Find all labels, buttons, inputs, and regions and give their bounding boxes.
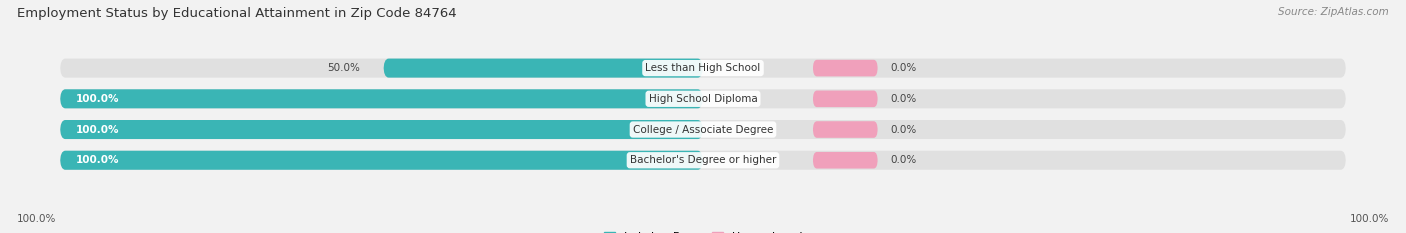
- Text: 100.0%: 100.0%: [76, 124, 120, 134]
- FancyBboxPatch shape: [813, 91, 877, 107]
- Text: 0.0%: 0.0%: [890, 94, 917, 104]
- FancyBboxPatch shape: [813, 121, 877, 138]
- FancyBboxPatch shape: [813, 60, 877, 76]
- Text: 100.0%: 100.0%: [1350, 214, 1389, 224]
- Text: Employment Status by Educational Attainment in Zip Code 84764: Employment Status by Educational Attainm…: [17, 7, 457, 20]
- FancyBboxPatch shape: [60, 120, 1346, 139]
- Text: 100.0%: 100.0%: [76, 94, 120, 104]
- Text: Less than High School: Less than High School: [645, 63, 761, 73]
- Text: Bachelor's Degree or higher: Bachelor's Degree or higher: [630, 155, 776, 165]
- FancyBboxPatch shape: [60, 58, 1346, 78]
- Text: College / Associate Degree: College / Associate Degree: [633, 124, 773, 134]
- FancyBboxPatch shape: [60, 151, 1346, 170]
- Text: Source: ZipAtlas.com: Source: ZipAtlas.com: [1278, 7, 1389, 17]
- Text: High School Diploma: High School Diploma: [648, 94, 758, 104]
- Text: 50.0%: 50.0%: [328, 63, 360, 73]
- FancyBboxPatch shape: [60, 89, 703, 108]
- Text: 100.0%: 100.0%: [17, 214, 56, 224]
- FancyBboxPatch shape: [384, 58, 703, 78]
- FancyBboxPatch shape: [60, 89, 1346, 108]
- Text: 0.0%: 0.0%: [890, 63, 917, 73]
- Text: 0.0%: 0.0%: [890, 155, 917, 165]
- Legend: In Labor Force, Unemployed: In Labor Force, Unemployed: [599, 227, 807, 233]
- Text: 0.0%: 0.0%: [890, 124, 917, 134]
- FancyBboxPatch shape: [60, 120, 703, 139]
- Text: 100.0%: 100.0%: [76, 155, 120, 165]
- FancyBboxPatch shape: [60, 151, 703, 170]
- FancyBboxPatch shape: [813, 152, 877, 168]
